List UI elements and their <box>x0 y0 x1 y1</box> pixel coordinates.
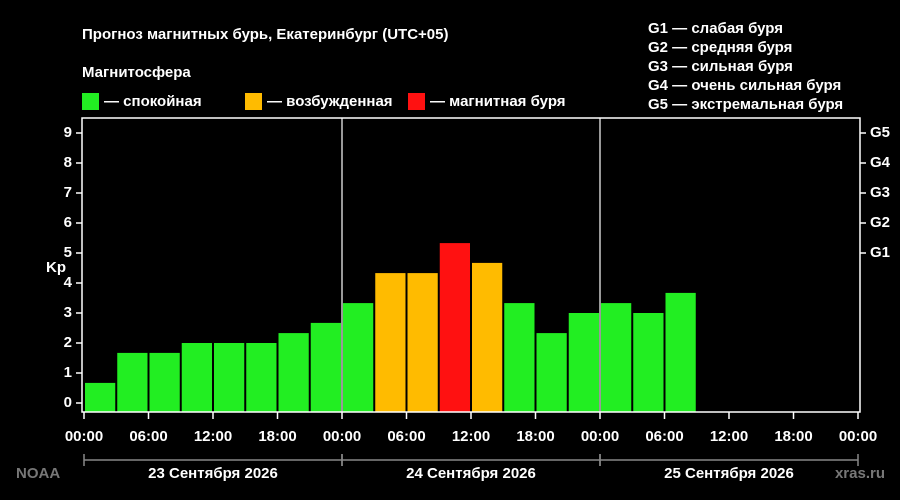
bar <box>472 262 503 412</box>
bar <box>439 243 470 412</box>
chart-title: Прогноз магнитных бурь, Екатеринбург (UT… <box>82 26 448 43</box>
storm-scale-entry: G1 — слабая буря <box>648 20 783 37</box>
x-tick-label: 12:00 <box>194 428 232 445</box>
legend-label: — возбужденная <box>267 93 393 110</box>
x-tick-label: 00:00 <box>323 428 361 445</box>
bar <box>310 322 341 412</box>
y-tick-label: 2 <box>64 334 72 351</box>
bar <box>278 333 309 412</box>
bar <box>601 303 632 412</box>
bar <box>343 303 374 412</box>
storm-scale-entry: G2 — средняя буря <box>648 39 792 56</box>
legend-swatch <box>245 93 262 110</box>
bar <box>633 313 664 412</box>
x-tick-label: 18:00 <box>516 428 554 445</box>
x-tick-label: 06:00 <box>645 428 683 445</box>
y-tick-label: 4 <box>64 274 73 291</box>
x-tick-label: 18:00 <box>258 428 296 445</box>
legend-swatch <box>408 93 425 110</box>
bar <box>665 292 696 412</box>
source: NOAA <box>16 465 60 482</box>
x-tick-label: 00:00 <box>581 428 619 445</box>
x-tick-label: 18:00 <box>774 428 812 445</box>
y-tick-label: 3 <box>64 304 72 321</box>
site: xras.ru <box>835 465 885 482</box>
storm-scale-entry: G5 — экстремальная буря <box>648 96 843 113</box>
y2-tick-label: G1 <box>870 244 890 261</box>
day-label: 23 Сентября 2026 <box>148 465 278 482</box>
legend-title: Магнитосфера <box>82 64 191 81</box>
y-tick-label: 1 <box>64 364 72 381</box>
y-axis-label: Kp <box>46 259 66 276</box>
x-tick-label: 06:00 <box>129 428 167 445</box>
day-label: 24 Сентября 2026 <box>406 465 536 482</box>
x-tick-label: 06:00 <box>387 428 425 445</box>
storm-scale-entry: G4 — очень сильная буря <box>648 77 841 94</box>
y2-tick-label: G5 <box>870 124 890 141</box>
x-tick-label: 00:00 <box>65 428 103 445</box>
y2-tick-label: G3 <box>870 184 890 201</box>
y-tick-label: 9 <box>64 124 72 141</box>
day-label: 25 Сентября 2026 <box>664 465 794 482</box>
bar <box>85 382 116 412</box>
bar <box>181 343 212 412</box>
y-tick-label: 5 <box>64 244 72 261</box>
bar <box>536 333 567 412</box>
y-tick-label: 8 <box>64 154 72 171</box>
bar <box>504 303 535 412</box>
y-tick-label: 0 <box>64 394 72 411</box>
bar <box>375 273 406 412</box>
y2-tick-label: G2 <box>870 214 890 231</box>
y-tick-label: 6 <box>64 214 72 231</box>
bar <box>117 352 148 412</box>
bar <box>149 352 180 412</box>
x-tick-label: 12:00 <box>710 428 748 445</box>
y2-tick-label: G4 <box>870 154 891 171</box>
legend-swatch <box>82 93 99 110</box>
bar <box>214 343 245 412</box>
x-tick-label: 00:00 <box>839 428 877 445</box>
legend-label: — спокойная <box>104 93 202 110</box>
bar <box>568 313 599 412</box>
storm-scale-entry: G3 — сильная буря <box>648 58 793 75</box>
bar <box>407 273 438 412</box>
bar <box>246 343 277 412</box>
x-tick-label: 12:00 <box>452 428 490 445</box>
y-tick-label: 7 <box>64 184 72 201</box>
legend-label: — магнитная буря <box>430 93 566 110</box>
